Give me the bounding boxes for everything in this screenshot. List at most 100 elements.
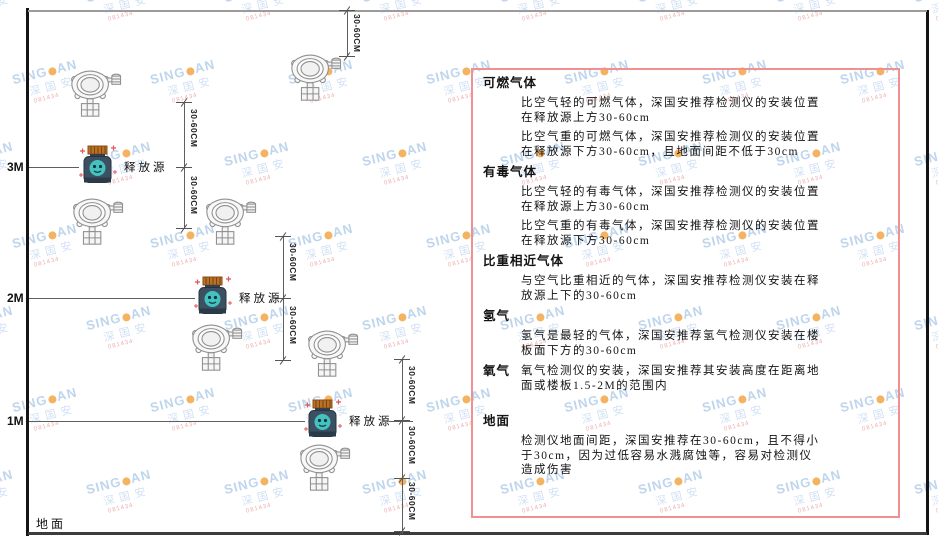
brand-dot-icon <box>47 230 58 241</box>
level-line-2m <box>29 298 195 299</box>
dimension-line-1m <box>402 359 403 534</box>
ground-label: 地面 <box>36 517 67 531</box>
watermark-red-text: 081434 <box>171 420 199 433</box>
gas-detector-icon <box>201 194 257 248</box>
brand-dot-icon <box>259 148 270 159</box>
guideline-panel: 可燃气体 比空气轻的可燃气体，深国安推荐检测仪的安装位置在释放源上方30-60c… <box>471 68 900 518</box>
section-paragraph: 比空气轻的可燃气体，深国安推荐检测仪的安装位置在释放源上方30-60cm <box>521 97 820 124</box>
watermark-red-text: 081434 <box>521 10 549 23</box>
dimension-line-ceiling <box>347 11 348 57</box>
watermark-chinese: 深国安 <box>654 0 704 17</box>
watermark-chinese: 深国安 <box>102 321 152 345</box>
watermark-chinese: 深国安 <box>28 403 78 427</box>
gas-detector-icon <box>68 194 124 248</box>
watermark-chinese: 深国安 <box>0 0 14 17</box>
ceiling-line <box>28 10 927 12</box>
watermark-red-text: 081434 <box>659 10 687 23</box>
section-heading: 氧气 <box>483 364 511 378</box>
section-paragraph: 比空气重的有毒气体，深国安推荐检测仪的安装位置在释放源下方30-60cm <box>521 220 820 247</box>
section-oxygen: 氧气 氧气检测仪的安装，深国安推荐其安装高度在距离地面或楼板1.5-2M的范围内 <box>483 364 888 398</box>
watermark-chinese: 深国安 <box>0 321 14 345</box>
release-source-label: 释放源 <box>349 416 393 428</box>
watermark-chinese: 深国安 <box>240 0 290 17</box>
section-heading: 有毒气体 <box>483 165 538 179</box>
brand-dot-icon <box>121 312 132 323</box>
watermark-chinese: 深国安 <box>166 75 216 99</box>
watermark-chinese: 深国安 <box>102 485 152 509</box>
height-label-3m: 3M <box>7 160 24 174</box>
watermark-red-text: 081434 <box>171 256 199 269</box>
brand-dot-icon <box>185 230 196 241</box>
watermark-chinese: 深国安 <box>930 157 938 181</box>
watermark-chinese: 深国安 <box>240 321 290 345</box>
release-source-label: 释放源 <box>239 293 283 305</box>
watermark-red-text: 081434 <box>0 333 20 351</box>
watermark-red-text: 081434 <box>33 256 61 269</box>
watermark-chinese: 深国安 <box>378 485 428 509</box>
watermark-red-text: 081434 <box>0 5 20 23</box>
level-line-1m <box>29 421 305 422</box>
section-paragraph: 氧气检测仪的安装，深国安推荐其安装高度在距离地面或楼板1.5-2M的范围内 <box>521 365 820 392</box>
height-label-1m: 1M <box>7 414 24 428</box>
section-ground: 地面 检测仪地面间距，深国安推荐在30-60cm，且不得小于30cm，因为过低容… <box>483 414 888 478</box>
watermark-chinese: 深国安 <box>792 0 842 17</box>
watermark-chinese: 深国安 <box>930 321 938 345</box>
section-heading: 地面 <box>483 414 511 428</box>
brand-dot-icon <box>121 148 132 159</box>
section-paragraph: 比空气重的可燃气体，深国安推荐检测仪的安装位置在释放源下方30-60cm，且地面… <box>521 131 820 158</box>
watermark-red-text: 081434 <box>383 338 411 351</box>
watermark-red-text: 081434 <box>0 497 20 515</box>
gas-detector-icon <box>187 320 243 374</box>
release-source-icon <box>193 276 233 320</box>
section-toxic-gas: 有毒气体 比空气轻的有毒气体，深国安推荐检测仪的安装位置在释放源上方30-60c… <box>483 165 888 248</box>
watermark-red-text: 081434 <box>383 10 411 23</box>
gas-detector-icon <box>66 66 122 120</box>
gas-detector-icon <box>286 50 342 104</box>
gas-detector-icon <box>303 326 359 380</box>
release-source-label: 释放源 <box>124 162 168 174</box>
watermark-chinese: 深国安 <box>378 321 428 345</box>
release-source-icon <box>78 145 118 189</box>
brand-dot-icon <box>323 230 334 241</box>
watermark-red-text: 081434 <box>107 10 135 23</box>
watermark-red-text: 081434 <box>245 502 273 515</box>
brand-dot-icon <box>121 476 132 487</box>
section-similar-density-gas: 比重相近气体 与空气比重相近的气体，深国安推荐检测仪安装在释放源上下的30-60… <box>483 254 888 303</box>
watermark-chinese: 深国安 <box>166 403 216 427</box>
brand-dot-icon <box>47 66 58 77</box>
watermark-chinese: 深国安 <box>378 157 428 181</box>
brand-dot-icon <box>185 394 196 405</box>
brand-dot-icon <box>259 312 270 323</box>
dimension-label: 30-60CM <box>189 176 199 215</box>
section-paragraph: 比空气轻的有毒气体，深国安推荐检测仪的安装位置在释放源上方30-60cm <box>521 186 820 213</box>
